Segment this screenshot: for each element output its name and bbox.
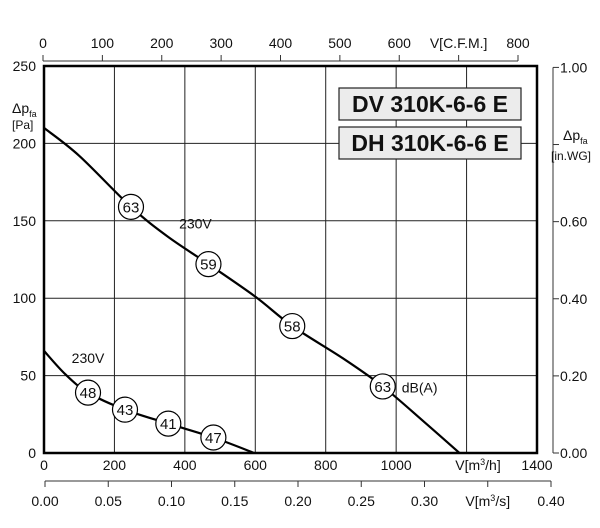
noise-marker-value: 58 [284,319,301,336]
noise-unit-label: dB(A) [402,379,438,395]
plot-border [42,64,539,455]
y-axis-label-part: Δp [12,100,29,116]
bottom-tick-label: 0.40 [537,493,564,509]
bottom-tick-label: 0.15 [221,493,248,509]
top-tick-label: 300 [209,35,233,51]
noise-marker-value: 47 [205,430,222,447]
model-box [338,87,522,121]
right-axis-label-part: Δp [563,127,580,143]
top-tick-label: 800 [506,35,530,51]
x-axis-label-part: /h] [485,457,501,473]
x-tick-label: 600 [244,457,268,473]
x-tick-label: 0 [40,457,48,473]
right-tick-label: 0.20 [560,368,587,384]
x-tick-label: 1400 [521,457,552,473]
series-label: 230V [179,216,212,232]
x-tick-label: 200 [103,457,127,473]
bottom-tick-label: 0.10 [158,493,185,509]
noise-marker-value: 59 [200,257,217,274]
y-tick-label: 0 [28,445,36,461]
y-axis-label: Δpfa [12,100,37,119]
noise-marker-circle [200,424,227,451]
right-tick-label: 0.60 [560,214,587,230]
right-tick-label: 1.00 [560,59,587,75]
right-tick-label: 0.00 [560,445,587,461]
y-tick-label: 100 [13,290,37,306]
bottom-tick-label: 0.25 [348,493,375,509]
noise-marker-value: 43 [117,402,134,419]
top-tick-label: 400 [269,35,293,51]
bottom-tick-label: 0.20 [284,493,311,509]
noise-marker-circle [195,251,222,278]
noise-marker-value: 41 [160,416,177,433]
x-tick-label: 1000 [381,457,412,473]
right-axis-label-part: fa [580,136,588,146]
top-tick-label: 200 [150,35,174,51]
bottom-axis-label: V[m3/s] [465,493,510,509]
x-axis-label-part: V[m [455,457,480,473]
top-tick-label: 600 [388,35,412,51]
bottom-axis-label-part: 3 [490,493,495,503]
model-label: DH 310K-6-6 E [351,130,508,156]
y-tick-label: 250 [13,58,37,74]
y-tick-label: 50 [20,368,36,384]
noise-marker-value: 48 [80,385,97,402]
x-tick-label: 400 [173,457,197,473]
top-tick-label: 0 [39,35,47,51]
bottom-axis-label-part: /s] [495,493,510,509]
noise-marker-circle [117,193,145,220]
right-axis-unit: [in.WG] [551,149,591,163]
bottom-tick-label: 0.30 [411,493,438,509]
x-tick-label: 800 [314,457,338,473]
model-label: DV 310K-6-6 E [352,91,508,117]
noise-marker-value: 63 [374,379,391,396]
noise-marker-circle [155,410,182,437]
y-axis-label-part: fa [29,109,37,119]
top-tick-label: 100 [91,35,115,51]
series-curve [43,127,461,454]
noise-marker-circle [111,396,139,423]
noise-marker-circle [74,379,102,406]
y-tick-label: 150 [13,213,37,229]
noise-marker-circle [279,312,306,340]
right-axis-label: Δpfa [563,127,588,146]
model-box [338,126,522,160]
x-axis-label-part: 3 [480,457,485,467]
bottom-axis-label-part: V[m [465,493,490,509]
series-label: 230V [72,350,105,366]
bottom-tick-label: 0.00 [31,493,58,509]
y-axis-unit: [Pa] [12,118,33,132]
noise-marker-circle [369,373,396,400]
noise-marker-value: 63 [123,199,140,216]
bottom-tick-label: 0.05 [95,493,122,509]
top-tick-label: 500 [328,35,352,51]
top-axis-label: V[C.F.M.] [430,35,488,51]
y-tick-label: 200 [13,135,37,151]
right-tick-label: 0.40 [560,291,587,307]
x-axis-label: V[m3/h] [455,457,500,473]
